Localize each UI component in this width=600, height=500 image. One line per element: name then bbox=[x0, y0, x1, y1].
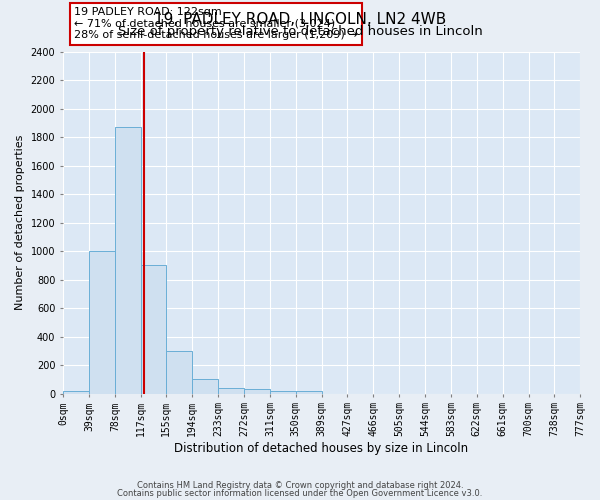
Bar bbox=[166, 351, 192, 394]
Text: 19 PADLEY ROAD: 122sqm
← 71% of detached houses are smaller (3,024)
28% of semi-: 19 PADLEY ROAD: 122sqm ← 71% of detached… bbox=[74, 7, 358, 40]
Bar bbox=[192, 380, 218, 394]
Text: Contains HM Land Registry data © Crown copyright and database right 2024.: Contains HM Land Registry data © Crown c… bbox=[137, 480, 463, 490]
Bar bbox=[270, 390, 296, 394]
Bar bbox=[218, 388, 244, 394]
Text: Size of property relative to detached houses in Lincoln: Size of property relative to detached ho… bbox=[118, 25, 482, 38]
Y-axis label: Number of detached properties: Number of detached properties bbox=[15, 135, 25, 310]
Bar bbox=[115, 127, 141, 394]
Bar bbox=[63, 390, 89, 394]
X-axis label: Distribution of detached houses by size in Lincoln: Distribution of detached houses by size … bbox=[175, 442, 469, 455]
Text: Contains public sector information licensed under the Open Government Licence v3: Contains public sector information licen… bbox=[118, 489, 482, 498]
Bar bbox=[296, 390, 322, 394]
Bar bbox=[244, 390, 270, 394]
Text: 19, PADLEY ROAD, LINCOLN, LN2 4WB: 19, PADLEY ROAD, LINCOLN, LN2 4WB bbox=[154, 12, 446, 28]
Bar bbox=[141, 266, 166, 394]
Bar bbox=[89, 251, 115, 394]
